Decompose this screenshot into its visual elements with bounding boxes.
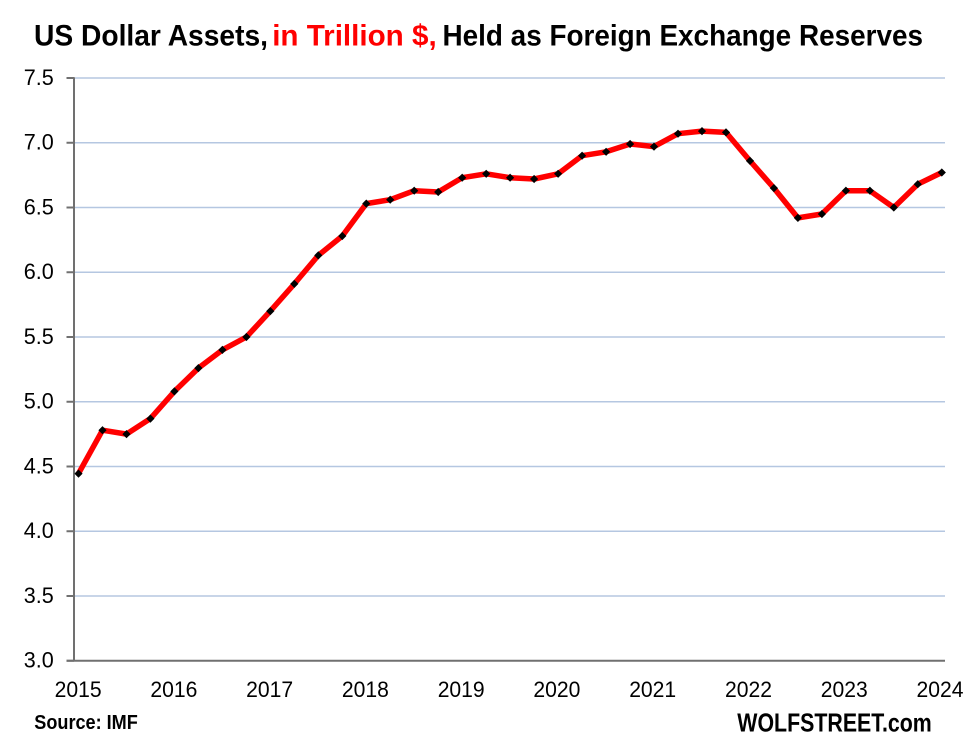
svg-text:4.5: 4.5	[24, 453, 54, 478]
svg-text:WOLFSTREET.com: WOLFSTREET.com	[737, 708, 932, 738]
svg-text:2018: 2018	[342, 677, 389, 702]
svg-text:4.0: 4.0	[24, 518, 54, 543]
svg-text:2024: 2024	[917, 677, 964, 702]
svg-text:Held as Foreign Exchange Reser: Held as Foreign Exchange Reserves	[443, 20, 924, 53]
svg-text:3.5: 3.5	[24, 583, 54, 608]
svg-text:6.0: 6.0	[24, 259, 54, 284]
svg-text:5.5: 5.5	[24, 324, 54, 349]
svg-text:US Dollar Assets,: US Dollar Assets,	[34, 20, 268, 53]
svg-text:7.0: 7.0	[24, 130, 54, 155]
svg-text:2017: 2017	[246, 677, 293, 702]
svg-text:6.5: 6.5	[24, 194, 54, 219]
svg-text:2016: 2016	[150, 677, 197, 702]
svg-text:in Trillion $,: in Trillion $,	[272, 20, 437, 53]
svg-text:2020: 2020	[533, 677, 580, 702]
svg-text:2015: 2015	[55, 677, 102, 702]
svg-text:2019: 2019	[438, 677, 485, 702]
svg-text:2022: 2022	[725, 677, 772, 702]
svg-text:5.0: 5.0	[24, 389, 54, 414]
svg-text:3.0: 3.0	[24, 648, 54, 673]
svg-text:Source: IMF: Source: IMF	[34, 712, 138, 734]
svg-text:7.5: 7.5	[24, 65, 54, 90]
svg-text:2021: 2021	[629, 677, 676, 702]
svg-text:2023: 2023	[821, 677, 868, 702]
